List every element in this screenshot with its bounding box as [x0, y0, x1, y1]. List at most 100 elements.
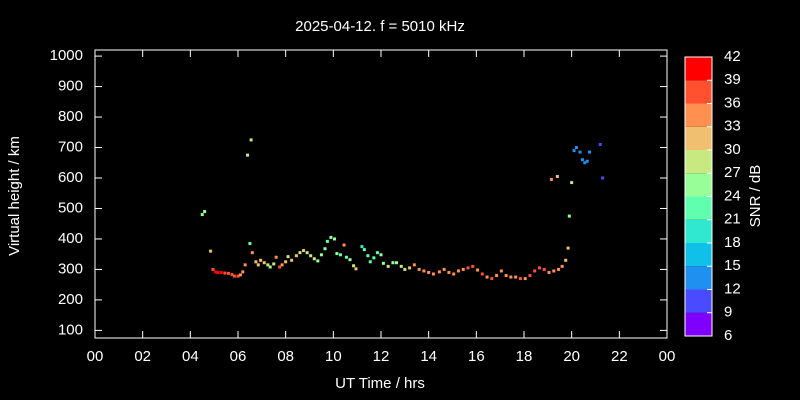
point — [412, 263, 416, 267]
colorbar-tick-label: 33 — [724, 118, 741, 135]
point — [209, 249, 213, 253]
point — [578, 150, 582, 154]
point — [528, 274, 532, 278]
y-tick-label: 500 — [58, 199, 83, 216]
point — [427, 270, 431, 274]
point — [567, 214, 571, 218]
colorbar-tick-label: 6 — [724, 327, 732, 344]
point — [236, 274, 240, 278]
colorbar-tick-label: 15 — [724, 257, 741, 274]
point — [523, 277, 527, 281]
point — [566, 246, 570, 250]
colorbar-band — [685, 126, 712, 150]
point — [431, 272, 435, 276]
chart-title: 2025-04-12. f = 5010 kHz — [295, 18, 465, 35]
colorbar-band — [685, 57, 712, 81]
point — [274, 255, 278, 259]
point — [386, 264, 390, 268]
point — [211, 267, 215, 271]
point — [518, 277, 522, 281]
point — [362, 248, 366, 252]
point — [422, 269, 426, 273]
point — [456, 269, 460, 273]
colorbar-band — [685, 103, 712, 127]
point — [452, 272, 456, 276]
point — [250, 251, 254, 255]
y-tick-label: 600 — [58, 169, 83, 186]
point — [262, 261, 266, 265]
point — [354, 267, 358, 271]
point — [298, 251, 302, 255]
point — [417, 267, 421, 271]
point — [583, 161, 587, 165]
point — [572, 149, 576, 153]
point — [542, 267, 546, 271]
point — [598, 142, 602, 146]
y-tick-label: 100 — [58, 321, 83, 338]
point — [557, 267, 561, 271]
point — [588, 150, 592, 154]
x-tick-label: 18 — [516, 348, 533, 365]
point — [342, 243, 346, 247]
point — [238, 273, 242, 277]
y-tick-label: 1000 — [50, 47, 83, 64]
point — [555, 174, 559, 178]
point — [490, 277, 494, 281]
point — [580, 158, 584, 162]
point — [249, 138, 253, 142]
point — [601, 176, 605, 180]
y-axis-label: Virtual height / km — [6, 136, 23, 256]
y-tick-label: 900 — [58, 78, 83, 95]
point — [232, 274, 236, 278]
colorbar-tick-label: 12 — [724, 280, 741, 297]
x-tick-label: 04 — [182, 348, 199, 365]
x-tick-label: 16 — [468, 348, 485, 365]
point — [294, 254, 298, 258]
colorbar-band — [685, 173, 712, 197]
point — [256, 263, 260, 267]
point — [230, 273, 234, 277]
point — [329, 235, 333, 239]
point — [226, 271, 230, 275]
colorbar-tick-label: 42 — [724, 48, 741, 65]
point — [200, 213, 204, 217]
x-tick-label: 02 — [134, 348, 151, 365]
point — [268, 265, 272, 269]
point — [499, 269, 503, 273]
colorbar-tick-label: 27 — [724, 164, 741, 181]
y-tick-label: 200 — [58, 291, 83, 308]
point — [495, 274, 499, 278]
point — [514, 275, 518, 279]
point — [216, 270, 220, 274]
point — [309, 254, 313, 258]
x-tick-label: 00 — [659, 348, 676, 365]
point — [319, 253, 323, 257]
point — [248, 242, 252, 246]
x-tick-label: 00 — [87, 348, 104, 365]
x-tick-label: 14 — [420, 348, 437, 365]
point — [284, 260, 288, 264]
point — [509, 275, 513, 279]
point — [564, 258, 568, 262]
point — [379, 253, 383, 257]
point — [471, 264, 475, 268]
y-tick-label: 300 — [58, 260, 83, 277]
colorbar-band — [685, 196, 712, 220]
point — [391, 261, 395, 265]
point — [335, 252, 339, 256]
point — [360, 245, 364, 249]
x-axis-label: UT Time / hrs — [335, 375, 425, 392]
point — [476, 268, 480, 272]
point — [259, 258, 263, 262]
point — [246, 153, 250, 157]
colorbar-band — [685, 243, 712, 267]
point — [447, 270, 451, 274]
point — [348, 258, 352, 262]
point — [241, 270, 245, 274]
point — [504, 274, 508, 278]
x-tick-label: 06 — [230, 348, 247, 365]
point — [574, 146, 578, 150]
y-tick-label: 700 — [58, 138, 83, 155]
